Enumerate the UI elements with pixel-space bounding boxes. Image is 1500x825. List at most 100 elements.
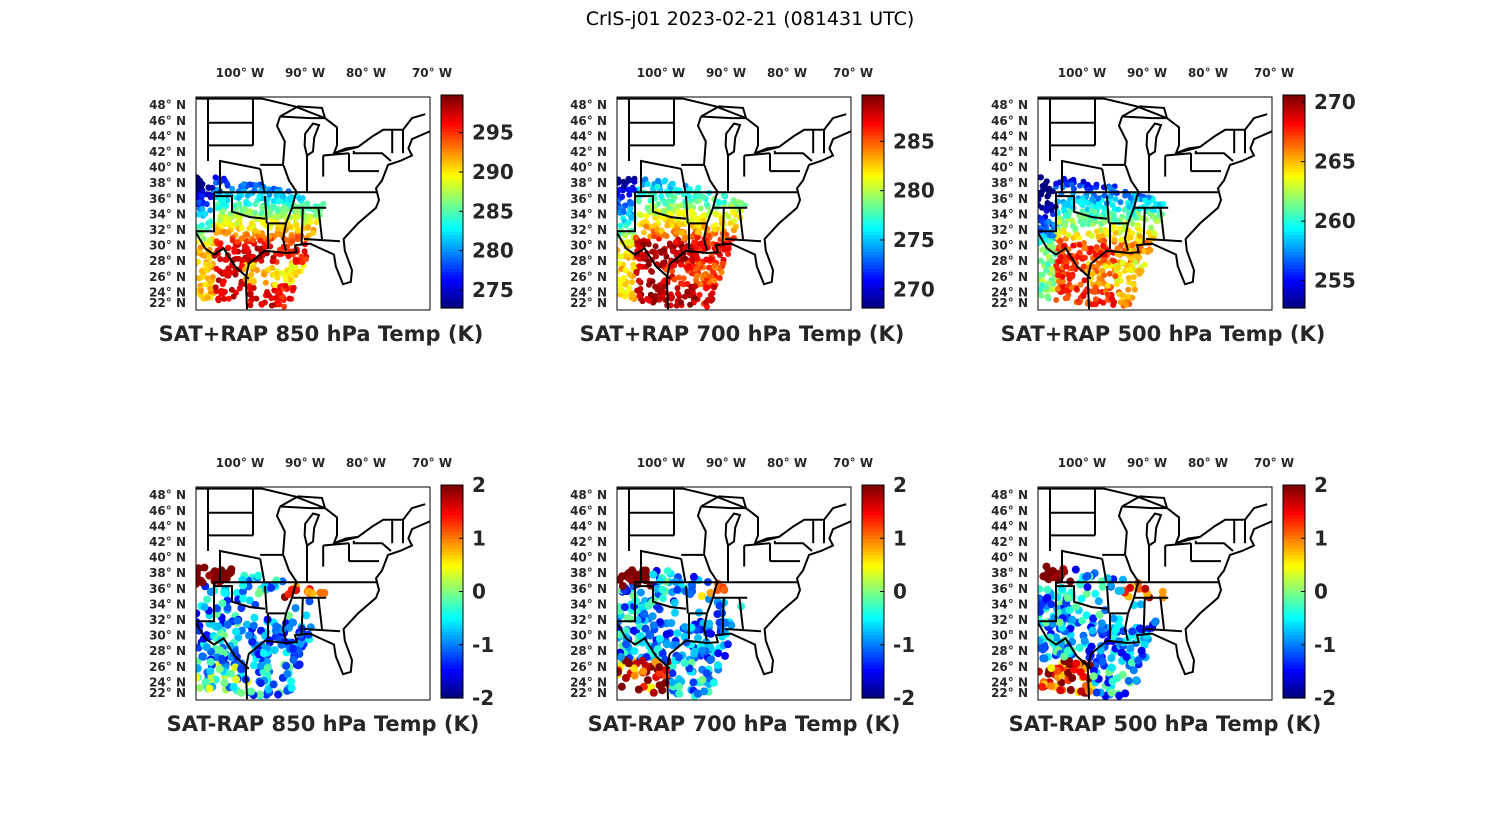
data-point [1097, 625, 1106, 633]
colorbar-segment [862, 574, 884, 579]
data-point [1107, 185, 1114, 192]
data-point [283, 669, 292, 678]
colorbar-segment [441, 641, 463, 646]
data-point [678, 229, 685, 236]
colorbar-segment [862, 644, 884, 649]
state-border [1194, 150, 1234, 162]
data-point [627, 206, 634, 212]
colorbar-segment [441, 608, 463, 613]
colorbar-segment [441, 248, 463, 253]
data-point [292, 259, 299, 265]
data-point [691, 239, 698, 246]
colorbar-segment [862, 608, 884, 613]
data-point [681, 236, 688, 242]
colorbar-segment [862, 634, 884, 639]
data-point [209, 184, 216, 191]
state-border [1175, 535, 1201, 545]
colorbar-segment [441, 541, 463, 546]
colorbar-segment [441, 504, 463, 509]
data-point [667, 242, 673, 249]
data-point [1137, 646, 1146, 655]
map-panel-3: 100° W 90° W 80° W 70° W 48° N 46° N44° N 42° … [991, 66, 1356, 346]
data-point [640, 255, 647, 262]
colorbar-segment [1283, 638, 1305, 643]
data-point [1095, 201, 1102, 208]
data-point [1081, 277, 1088, 284]
data-point [203, 595, 211, 604]
colorbar-segment [862, 668, 884, 672]
data-point [669, 268, 676, 275]
data-point [202, 643, 211, 652]
data-point [1072, 602, 1081, 611]
colorbar-segment [1283, 218, 1305, 223]
data-point [1044, 261, 1051, 268]
colorbar-segment [862, 524, 884, 529]
colorbar-segment [1283, 678, 1305, 682]
data-point [215, 204, 222, 211]
data-point [619, 276, 626, 283]
lat-tick-label: 30° N [149, 629, 186, 643]
colorbar-segment [441, 208, 463, 213]
map-panel-6: 100° W 90° W 80° W 70° W 48° N 46° N44° N 42° … [991, 456, 1336, 736]
colorbar-segment [862, 498, 884, 503]
data-point [1056, 258, 1063, 265]
data-point [1126, 279, 1133, 286]
data-point [282, 276, 289, 283]
colorbar-segment [1283, 301, 1305, 306]
colorbar-segment [1283, 284, 1305, 289]
colorbar-segment [862, 134, 884, 139]
data-point [659, 293, 666, 300]
data-point [1136, 600, 1145, 609]
colorbar-segment [862, 651, 884, 656]
colorbar-segment [1283, 644, 1305, 649]
data-point [207, 207, 214, 214]
lat-tick-label: 22° N [991, 296, 1028, 310]
data-point [234, 239, 241, 245]
data-point [1052, 633, 1060, 642]
colorbar-segment [441, 584, 463, 589]
data-point [1038, 282, 1045, 289]
colorbar-segment [441, 144, 463, 149]
data-point [289, 644, 298, 653]
lat-tick-label: 38° N [570, 176, 607, 190]
data-point [249, 295, 256, 302]
colorbar-tick-label: 1 [472, 526, 486, 550]
colorbar-segment [1283, 534, 1305, 539]
data-point [630, 647, 639, 656]
data-point [221, 295, 228, 302]
colorbar-segment [862, 628, 884, 633]
data-point [1070, 242, 1077, 249]
data-point [1076, 668, 1085, 676]
data-point [618, 582, 627, 590]
colorbar-segment [441, 618, 463, 623]
colorbar-segment [441, 191, 463, 196]
data-point [622, 202, 629, 209]
colorbar-segment [441, 644, 463, 649]
data-point [1109, 614, 1118, 623]
data-point [656, 618, 665, 627]
data-point [673, 585, 682, 594]
data-point [1131, 286, 1138, 293]
data-point [225, 229, 232, 236]
data-point [715, 198, 722, 205]
colorbar-segment [1283, 121, 1305, 126]
colorbar-segment [862, 104, 884, 109]
data-point [737, 200, 744, 207]
data-point [687, 301, 694, 308]
data-point [716, 275, 723, 281]
data-point [1069, 265, 1076, 272]
colorbar-tick-label: 2 [1314, 473, 1328, 497]
data-point [1070, 223, 1076, 230]
colorbar-segment [441, 694, 463, 699]
data-point [1057, 237, 1064, 244]
data-point [653, 253, 660, 260]
colorbar-segment [862, 251, 884, 256]
state-border [219, 549, 261, 583]
colorbar-segment [862, 658, 884, 662]
lat-tick-label: 34° N [570, 597, 607, 611]
state-border [1101, 558, 1108, 583]
colorbar-segment [1283, 551, 1305, 556]
state-border [680, 558, 687, 583]
data-point [1114, 245, 1121, 252]
data-point [227, 669, 235, 678]
